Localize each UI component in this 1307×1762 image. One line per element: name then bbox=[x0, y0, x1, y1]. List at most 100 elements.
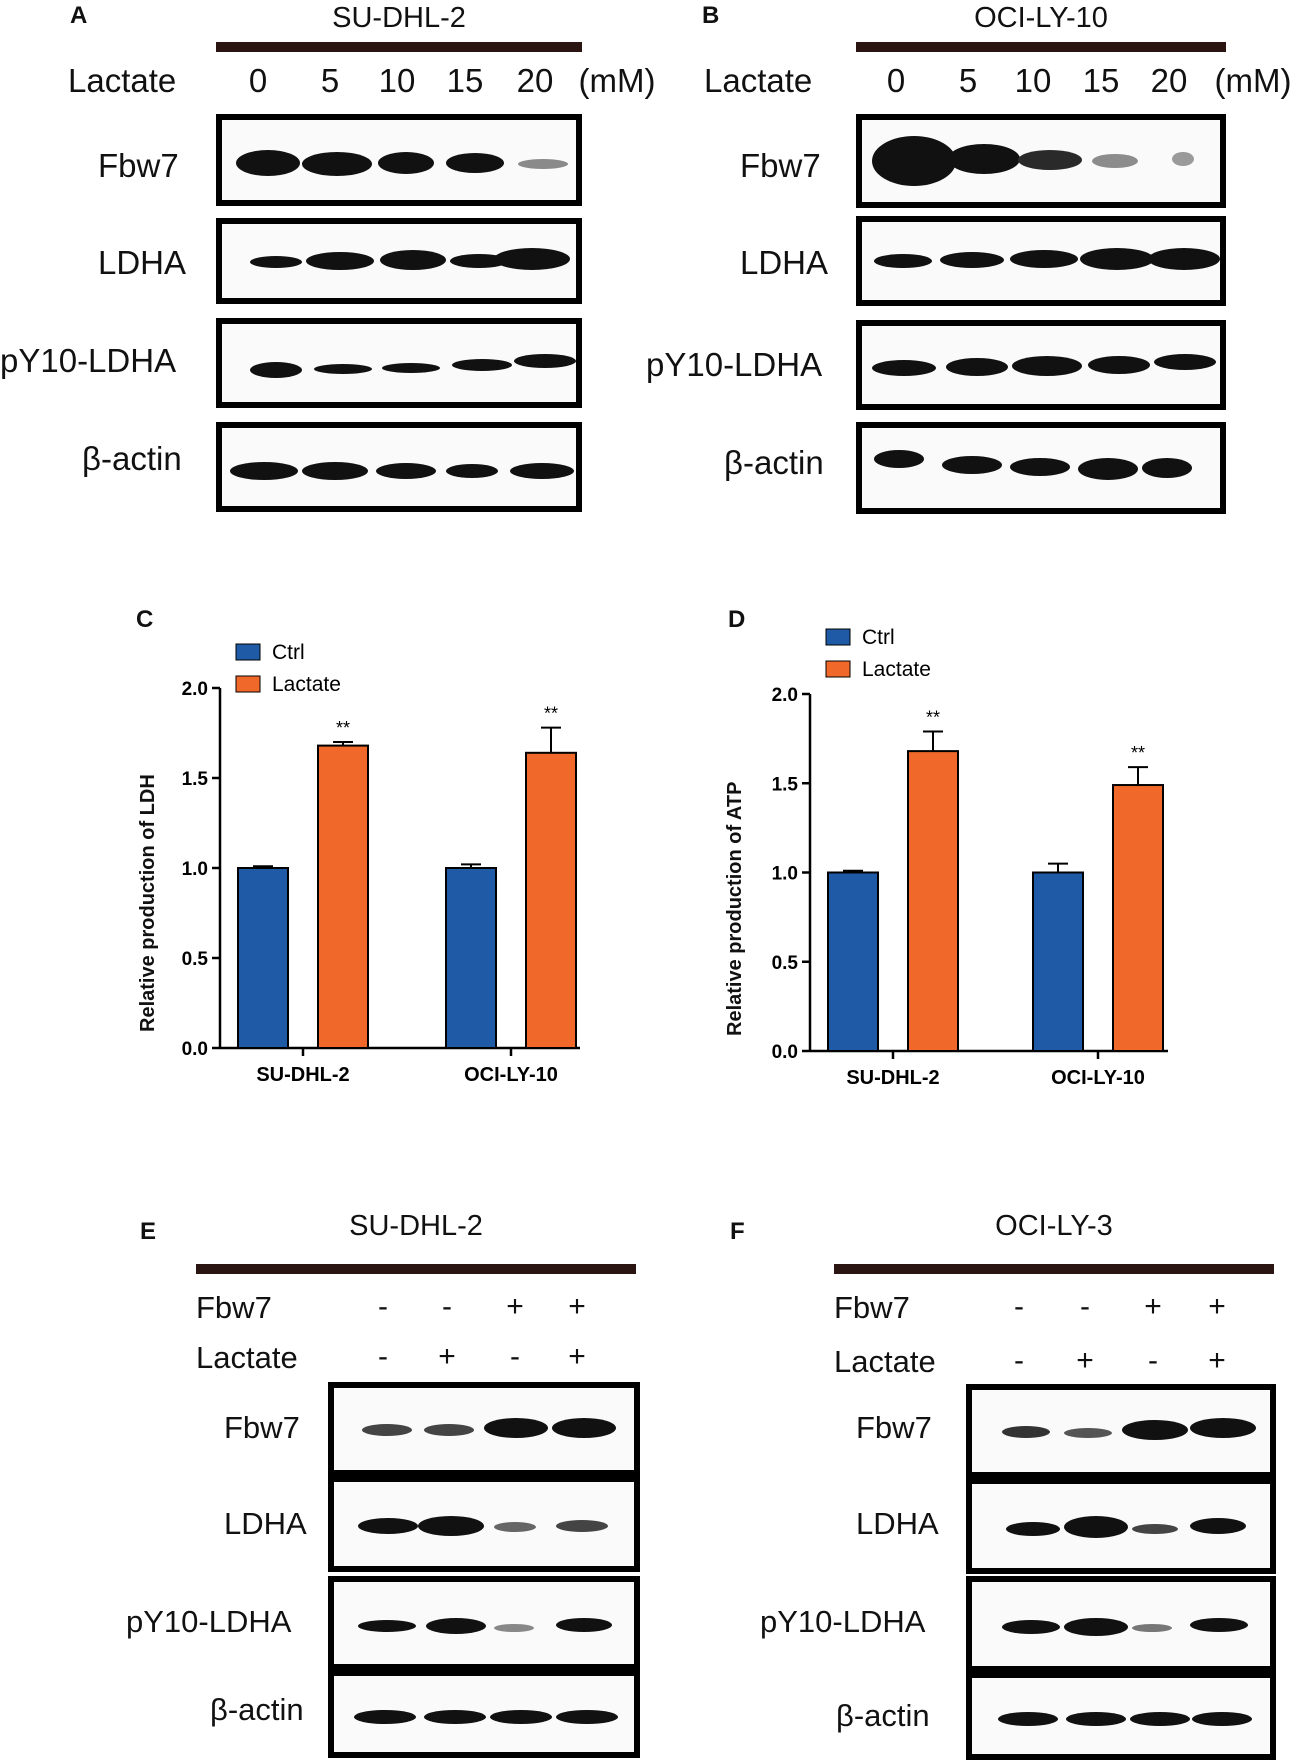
panel-e-sign: + bbox=[568, 1340, 586, 1373]
panel-f-sign: - bbox=[1014, 1344, 1024, 1377]
panel-label-b: B bbox=[702, 2, 720, 29]
legend-swatch bbox=[825, 628, 851, 646]
panel-e-blot-beta-actin bbox=[328, 1670, 640, 1758]
legend-label: Lactate bbox=[862, 658, 931, 681]
panel-a-row-label: LDHA bbox=[98, 244, 187, 281]
bar-ctrl bbox=[237, 867, 289, 1049]
panel-f-sign: - bbox=[1148, 1344, 1158, 1377]
panel-e-blot-ldha bbox=[328, 1476, 640, 1572]
significance-label: ** bbox=[926, 707, 940, 727]
legend-swatch bbox=[235, 675, 261, 693]
bar-lactate bbox=[317, 744, 369, 1049]
panel-f-blot-beta-actin bbox=[966, 1672, 1276, 1760]
panel-f-blot-fbw7 bbox=[966, 1384, 1276, 1478]
y-tick-label: 1.5 bbox=[772, 774, 799, 795]
panel-b-dose: 15 bbox=[1082, 62, 1120, 99]
y-tick-label: 2.0 bbox=[772, 685, 798, 706]
panel-label-d: D bbox=[728, 606, 746, 633]
bar-ctrl bbox=[1032, 871, 1084, 1052]
panel-label-c: C bbox=[136, 606, 154, 633]
significance-label: ** bbox=[544, 704, 558, 724]
panel-b-blot-py10-ldha bbox=[856, 320, 1226, 410]
x-tick-label: SU-DHL-2 bbox=[256, 1064, 349, 1086]
y-tick-label: 0.5 bbox=[772, 953, 799, 974]
panel-a-row-label: pY10-LDHA bbox=[0, 342, 177, 379]
panel-f-condition-label: Fbw7 bbox=[834, 1290, 910, 1325]
legend-label: Ctrl bbox=[272, 641, 305, 664]
panel-f-sign: + bbox=[1076, 1344, 1094, 1377]
panel-a-treatment-label: Lactate bbox=[68, 62, 177, 99]
panel-b-dose: 0 bbox=[886, 62, 906, 99]
panel-e-row-label: Fbw7 bbox=[224, 1410, 300, 1445]
panel-a-blot-beta-actin bbox=[216, 422, 582, 512]
panel-e-sign: + bbox=[438, 1340, 456, 1373]
panel-f-blot-ldha bbox=[966, 1478, 1276, 1574]
panel-e-row-label: β-actin bbox=[210, 1692, 304, 1727]
chart-c: Ctrl Lactate 0.0 0.5 1.0 1.5 2.0 ** SU-DHL-2 ** OC… bbox=[182, 641, 580, 1086]
y-tick-label: 1.0 bbox=[182, 859, 208, 880]
panel-e-condition-label: Lactate bbox=[196, 1340, 298, 1375]
panel-a-unit: (mM) bbox=[578, 62, 656, 99]
panel-a-blot-py10-ldha bbox=[216, 318, 582, 408]
legend-swatch bbox=[825, 660, 851, 678]
panel-e-sign: - bbox=[510, 1340, 520, 1373]
panel-b-blot-fbw7 bbox=[856, 114, 1226, 208]
panel-f-cell-line: OCI-LY-3 bbox=[995, 1210, 1113, 1242]
panel-e-row-label: LDHA bbox=[224, 1506, 307, 1541]
panel-e-blot-py10-ldha bbox=[328, 1576, 640, 1670]
chart-c-y-axis-label: Relative production of LDH bbox=[137, 774, 159, 1032]
panel-b-row-label: LDHA bbox=[740, 244, 829, 281]
panel-f-blot-py10-ldha bbox=[966, 1576, 1276, 1672]
panel-a-header-bar bbox=[216, 42, 582, 52]
panel-e-sign: + bbox=[568, 1290, 586, 1323]
panel-f-row-label: LDHA bbox=[856, 1506, 939, 1541]
bar-ctrl bbox=[827, 871, 879, 1052]
panel-a-dose: 0 bbox=[248, 62, 268, 99]
panel-b-unit: (mM) bbox=[1214, 62, 1292, 99]
panel-a-dose: 15 bbox=[446, 62, 484, 99]
significance-label: ** bbox=[336, 718, 350, 738]
bar-lactate bbox=[525, 751, 577, 1050]
panel-e-row-label: pY10-LDHA bbox=[126, 1604, 292, 1639]
panel-f-sign: + bbox=[1144, 1290, 1162, 1323]
panel-f-row-label: pY10-LDHA bbox=[760, 1604, 926, 1639]
panel-e-sign: + bbox=[506, 1290, 524, 1323]
panel-e-blot-fbw7 bbox=[328, 1382, 640, 1476]
panel-label-a: A bbox=[70, 2, 88, 29]
panel-e-sign: - bbox=[442, 1290, 452, 1323]
legend-label: Ctrl bbox=[862, 626, 895, 649]
significance-label: ** bbox=[1131, 743, 1145, 763]
panel-b-blot-ldha bbox=[856, 216, 1226, 306]
panel-b-dose: 20 bbox=[1150, 62, 1188, 99]
bar-lactate bbox=[1112, 784, 1164, 1052]
panel-a-dose: 20 bbox=[516, 62, 554, 99]
panel-f-sign: - bbox=[1080, 1290, 1090, 1323]
panel-f-sign: - bbox=[1014, 1290, 1024, 1323]
panel-b-dose: 10 bbox=[1014, 62, 1052, 99]
panel-a-cell-line: SU-DHL-2 bbox=[332, 2, 466, 34]
chart-d-y-axis-label: Relative production of ATP bbox=[724, 781, 746, 1036]
panel-a-blot-ldha bbox=[216, 218, 582, 304]
panel-a-row-label: Fbw7 bbox=[98, 147, 179, 184]
panel-f-row-label: β-actin bbox=[836, 1698, 930, 1733]
panel-f-sign: + bbox=[1208, 1290, 1226, 1323]
y-tick-label: 2.0 bbox=[182, 679, 208, 700]
panel-a-row-label: β-actin bbox=[82, 440, 182, 477]
y-tick-label: 1.5 bbox=[182, 769, 209, 790]
panel-f-sign: + bbox=[1208, 1344, 1226, 1377]
panel-a-dose: 5 bbox=[320, 62, 340, 99]
panel-b-row-label: pY10-LDHA bbox=[646, 346, 823, 383]
panel-b-treatment-label: Lactate bbox=[704, 62, 813, 99]
panel-label-f: F bbox=[730, 1218, 745, 1245]
panel-b-row-label: β-actin bbox=[724, 444, 824, 481]
panel-e-sign: - bbox=[378, 1290, 388, 1323]
bar-lactate bbox=[907, 750, 959, 1052]
legend-label: Lactate bbox=[272, 673, 341, 696]
bar-ctrl bbox=[445, 867, 497, 1049]
x-tick-label: SU-DHL-2 bbox=[846, 1067, 939, 1089]
legend-swatch bbox=[235, 643, 261, 661]
y-tick-label: 1.0 bbox=[772, 864, 798, 885]
panel-b-header-bar bbox=[856, 42, 1226, 52]
panel-f-row-label: Fbw7 bbox=[856, 1410, 932, 1445]
y-tick-label: 0.0 bbox=[182, 1039, 208, 1060]
